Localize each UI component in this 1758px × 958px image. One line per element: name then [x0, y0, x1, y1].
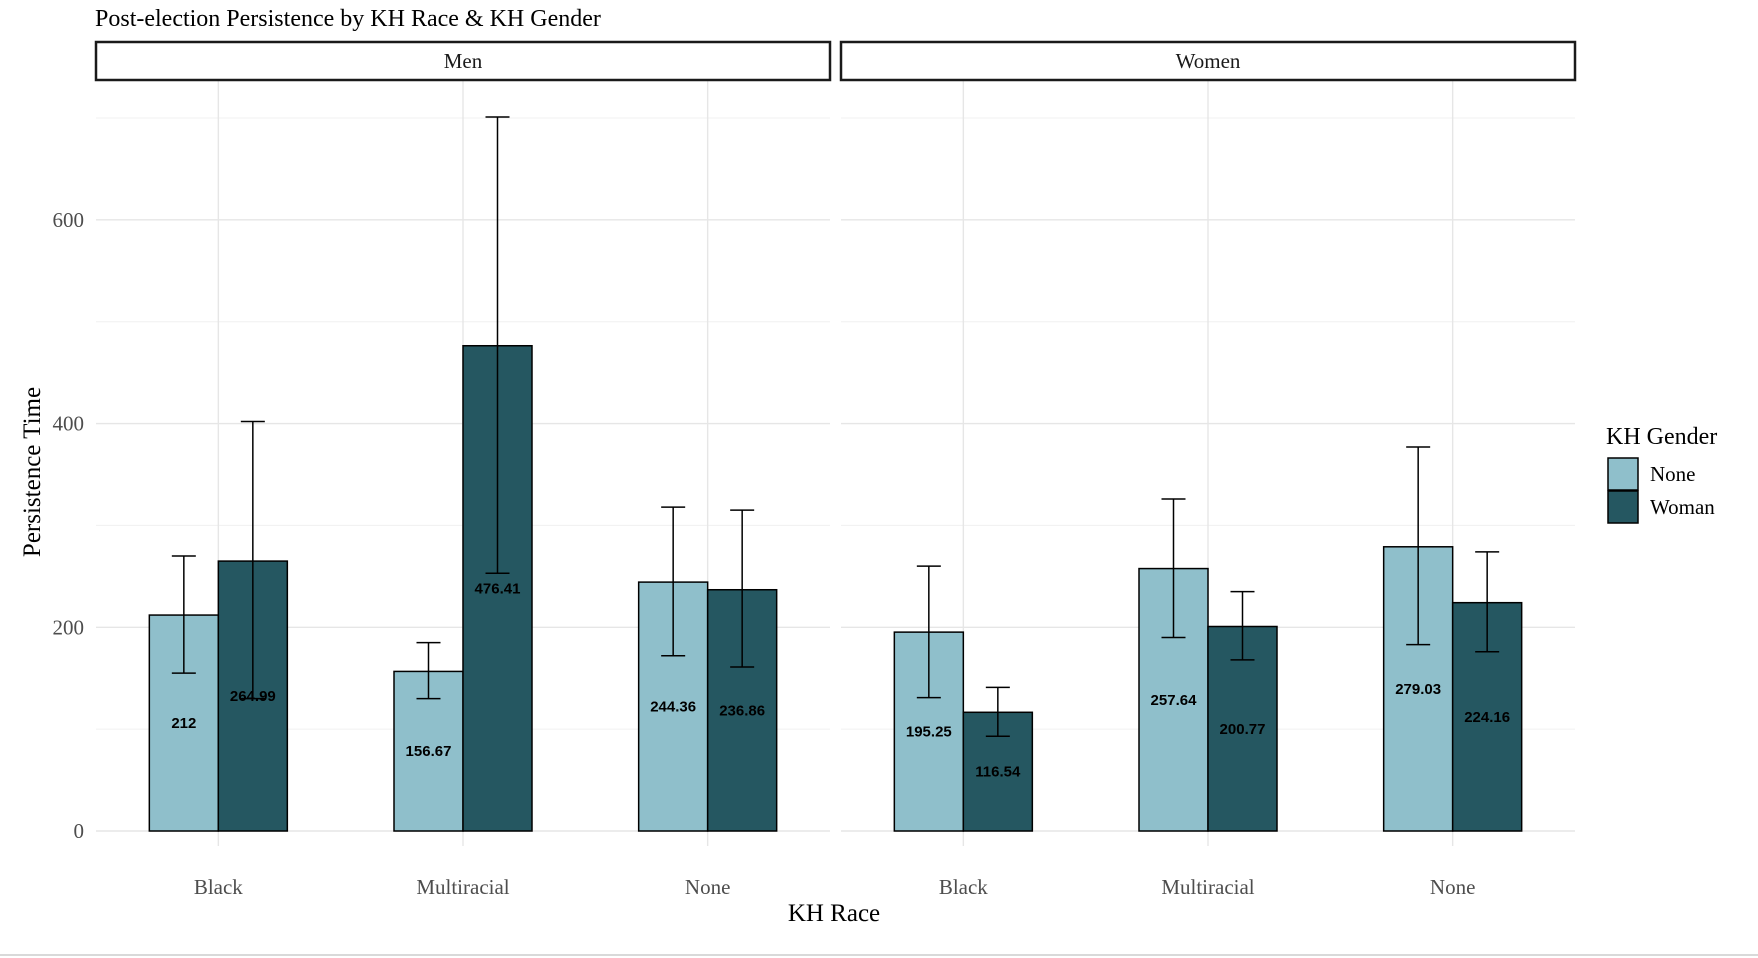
legend-label-none: None: [1650, 462, 1696, 486]
y-tick-label: 600: [53, 208, 85, 232]
bar-value-label: 224.16: [1464, 709, 1510, 726]
legend: KH Gender None Woman: [1606, 424, 1717, 524]
x-tick-label: None: [1430, 875, 1476, 899]
y-tick-label: 400: [53, 412, 85, 436]
x-axis-title: KH Race: [788, 900, 880, 927]
facet-strip-label: Women: [1176, 49, 1241, 73]
x-tick-label: Black: [939, 875, 988, 899]
bar-value-label: 156.67: [406, 743, 452, 760]
bar-woman: [462, 344, 533, 832]
bar-woman: [706, 588, 778, 832]
bar-value-label: 264.99: [230, 688, 276, 705]
x-tick-label: Multiracial: [1161, 875, 1254, 899]
facet-strip: [839, 40, 1577, 82]
bar-value-label: 195.25: [906, 724, 952, 741]
legend-entries: None Woman: [1607, 457, 1715, 524]
bar-value-label: 279.03: [1395, 681, 1441, 698]
facet-panel-men: Men 212 264.99 Black 156.67 476.41 Multiracial…: [94, 40, 832, 899]
bar-value-label: 212: [171, 715, 196, 732]
facet-strip-label: Men: [444, 49, 483, 73]
legend-swatch-none: [1607, 457, 1639, 491]
bar-value-label: 116.54: [975, 764, 1021, 781]
facet-strip: [94, 40, 832, 82]
bar-value-label: 200.77: [1220, 721, 1266, 738]
bar-value-label: 257.64: [1151, 692, 1198, 709]
legend-swatch-woman: [1607, 490, 1639, 524]
x-tick-label: Multiracial: [416, 875, 509, 899]
legend-label-woman: Woman: [1650, 495, 1715, 519]
bar-value-label: 476.41: [475, 580, 521, 597]
bar-value-label: 236.86: [719, 702, 765, 719]
facet-panels: 0200400600Men212264.99Black156.67476.41M…: [53, 40, 1577, 899]
y-tick-label: 0: [74, 819, 85, 843]
y-tick-label: 200: [53, 615, 85, 639]
chart-title: Post-election Persistence by KH Race & K…: [95, 6, 601, 32]
x-tick-label: Black: [194, 875, 243, 899]
y-axis-title: Persistence Time: [19, 387, 46, 557]
legend-title: KH Gender: [1606, 424, 1717, 450]
facet-panel-women: Women 195.25 116.54 Black 257.64 200.77 Multir…: [839, 40, 1577, 899]
bar-value-label: 244.36: [650, 699, 696, 716]
x-tick-label: None: [685, 875, 731, 899]
